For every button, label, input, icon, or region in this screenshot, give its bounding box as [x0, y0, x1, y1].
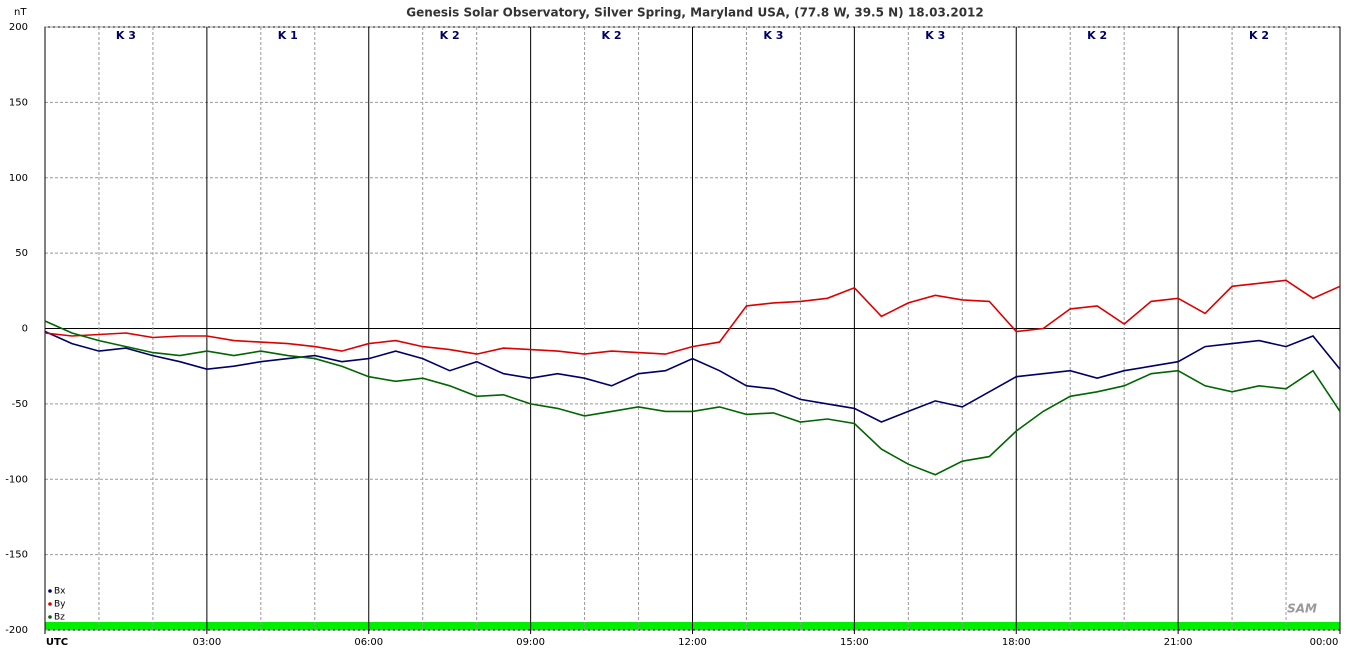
y-tick-label: -100	[5, 474, 28, 485]
y-tick-label: 50	[15, 248, 28, 259]
x-tick-label: UTC	[46, 637, 68, 648]
y-axis-label: nT	[14, 7, 27, 18]
legend-label: By	[54, 600, 66, 610]
k-index: K 3	[763, 29, 783, 42]
legend-marker	[48, 615, 52, 619]
y-tick-label: 150	[9, 97, 28, 108]
chart-title: Genesis Solar Observatory, Silver Spring…	[406, 6, 984, 20]
k-index: K 3	[925, 29, 945, 42]
x-tick-label: 15:00	[840, 637, 869, 648]
x-tick-label: 06:00	[354, 637, 383, 648]
y-tick-label: -150	[5, 550, 28, 561]
series-line	[44, 279, 1341, 355]
legend-label: Bz	[54, 613, 65, 623]
legend-marker	[48, 602, 52, 606]
y-tick-label: 0	[22, 324, 28, 335]
y-tick-label: -200	[5, 625, 28, 636]
k-index: K 2	[440, 29, 460, 42]
legend-label: Bx	[54, 587, 66, 597]
x-tick-label: 00:00	[1310, 637, 1339, 648]
legend-marker	[48, 589, 52, 593]
y-tick-label: 100	[9, 173, 28, 184]
k-index: K 3	[116, 29, 136, 42]
series-line	[44, 330, 1341, 423]
k-index: K 2	[1249, 29, 1269, 42]
logo: SAM	[1287, 602, 1317, 616]
k-index: K 2	[1087, 29, 1107, 42]
x-tick-label: 21:00	[1164, 637, 1193, 648]
y-tick-label: -50	[12, 399, 28, 410]
y-tick-label: 200	[9, 22, 28, 33]
series-line	[44, 320, 1341, 476]
x-tick-label: 12:00	[678, 637, 707, 648]
x-tick-label: 18:00	[1002, 637, 1031, 648]
k-index: K 2	[602, 29, 622, 42]
k-index: K 1	[278, 29, 298, 42]
x-tick-label: 03:00	[192, 637, 221, 648]
x-tick-label: 09:00	[516, 637, 545, 648]
